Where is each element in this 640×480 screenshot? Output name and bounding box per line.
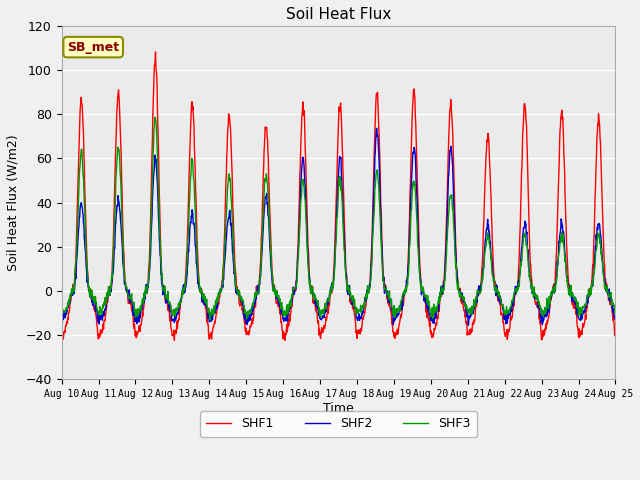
SHF1 <box>612 329 620 335</box>
SHF2 <box>58 318 65 324</box>
SHF1 <box>426 315 433 321</box>
SHF3 <box>244 312 252 318</box>
SHF3 <box>168 311 175 316</box>
SHF2 <box>465 323 472 328</box>
SHF2 <box>547 297 554 303</box>
SHF2 <box>181 289 189 295</box>
Line: SHF2: SHF2 <box>61 128 616 325</box>
SHF3 <box>206 317 214 323</box>
Line: SHF1: SHF1 <box>61 52 616 340</box>
SHF3 <box>151 114 159 120</box>
SHF1 <box>281 337 289 343</box>
Title: Soil Heat Flux: Soil Heat Flux <box>286 7 391 22</box>
SHF3 <box>181 280 189 286</box>
X-axis label: Time: Time <box>323 402 354 415</box>
SHF2 <box>498 300 506 306</box>
Legend: SHF1, SHF2, SHF3: SHF1, SHF2, SHF3 <box>200 411 477 436</box>
SHF3 <box>612 302 620 308</box>
Y-axis label: Soil Heat Flux (W/m2): Soil Heat Flux (W/m2) <box>7 134 20 271</box>
SHF3 <box>58 309 65 315</box>
SHF3 <box>498 302 506 308</box>
SHF2 <box>612 316 620 322</box>
SHF3 <box>547 296 554 302</box>
SHF2 <box>243 314 251 320</box>
SHF1 <box>168 328 175 334</box>
SHF1 <box>547 298 554 304</box>
SHF1 <box>58 331 65 337</box>
SHF2 <box>168 312 175 318</box>
Line: SHF3: SHF3 <box>61 117 616 320</box>
SHF1 <box>498 310 506 316</box>
SHF1 <box>243 332 251 337</box>
SHF1 <box>181 281 189 287</box>
SHF2 <box>425 309 433 314</box>
SHF2 <box>373 125 381 131</box>
SHF1 <box>152 49 159 55</box>
Text: SB_met: SB_met <box>67 41 119 54</box>
SHF3 <box>426 303 433 309</box>
